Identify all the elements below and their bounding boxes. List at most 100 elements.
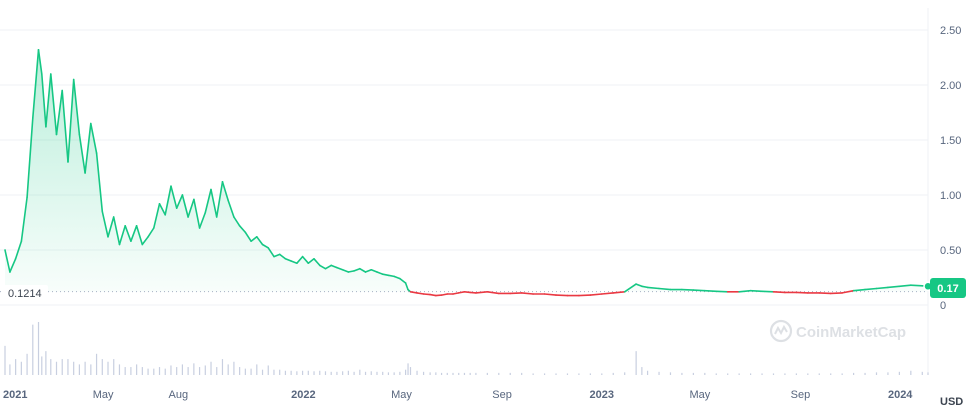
price-line-segment bbox=[623, 283, 637, 293]
volume-bar bbox=[692, 372, 694, 375]
volume-bar bbox=[233, 361, 235, 375]
volume-bar bbox=[153, 368, 155, 375]
volume-bar bbox=[612, 372, 614, 375]
volume-bar bbox=[761, 373, 763, 375]
volume-bar bbox=[118, 364, 121, 375]
price-line-segment bbox=[227, 199, 235, 218]
volume-bar bbox=[359, 369, 361, 375]
volume-bar bbox=[532, 373, 534, 375]
volume-bar bbox=[216, 367, 218, 375]
volume-bar bbox=[141, 367, 143, 375]
volume-bar bbox=[727, 373, 729, 375]
price-line-segment bbox=[370, 268, 378, 273]
price-line-segment bbox=[909, 284, 924, 287]
volume-bar bbox=[113, 359, 115, 375]
volume-bar bbox=[41, 356, 43, 375]
watermark-text: CoinMarketCap bbox=[796, 324, 906, 341]
price-line-segment bbox=[101, 210, 109, 238]
volume-bar bbox=[187, 367, 189, 375]
volume-bar bbox=[210, 361, 212, 375]
volume-bar bbox=[635, 351, 637, 375]
y-tick-label: 2.00 bbox=[940, 80, 961, 92]
price-line-segment bbox=[589, 293, 603, 296]
volume-bar bbox=[296, 371, 298, 375]
volume-bar bbox=[61, 359, 63, 375]
volume-bar bbox=[181, 364, 184, 375]
volume-bar bbox=[898, 371, 900, 375]
x-tick-label: May bbox=[690, 389, 711, 401]
volume-bar bbox=[452, 372, 454, 375]
volume-bar bbox=[130, 367, 132, 375]
price-line-segment bbox=[795, 291, 809, 294]
volume-bar bbox=[370, 371, 372, 375]
volume-bar bbox=[921, 371, 923, 375]
price-line-segment bbox=[692, 289, 706, 292]
volume-bar bbox=[84, 361, 86, 375]
price-line-segment bbox=[55, 89, 64, 136]
price-line-segment bbox=[164, 185, 172, 216]
price-line-segment bbox=[124, 225, 132, 242]
price-line-segment bbox=[141, 236, 149, 246]
x-axis: 2021 May Aug 2022 May Sep 2023 May Sep 2024 bbox=[3, 389, 913, 401]
volume-bar bbox=[772, 373, 775, 375]
volume-bar bbox=[446, 372, 448, 375]
y-axis: 2.50 2.00 1.50 1.00 0.50 0 bbox=[940, 25, 961, 312]
price-line-segment bbox=[509, 292, 523, 295]
price-line-segment bbox=[31, 48, 40, 119]
x-tick-label: May bbox=[391, 389, 412, 401]
volume-bar bbox=[830, 373, 832, 375]
volume-bar bbox=[704, 372, 706, 375]
x-tick-label: 2024 bbox=[888, 389, 913, 401]
y-tick-label: 1.00 bbox=[940, 190, 961, 202]
price-line-segment bbox=[187, 198, 195, 218]
volume-bar bbox=[927, 372, 929, 375]
price-line-segment bbox=[95, 152, 104, 213]
volume-bar bbox=[486, 372, 488, 375]
volume-bar bbox=[641, 367, 643, 375]
volume-bar bbox=[256, 364, 258, 375]
volume-bar bbox=[399, 371, 401, 375]
price-line-segment bbox=[578, 294, 592, 297]
volume-bar bbox=[469, 372, 471, 375]
price-line[interactable] bbox=[4, 48, 933, 297]
volume-bar bbox=[221, 359, 224, 375]
volume-bar bbox=[887, 372, 889, 375]
volume-bar bbox=[67, 359, 69, 375]
price-line-segment bbox=[147, 227, 155, 238]
volume-bar bbox=[498, 372, 500, 375]
price-line-segment bbox=[49, 73, 58, 136]
price-line-segment bbox=[250, 236, 258, 242]
price-line-segment bbox=[457, 290, 466, 294]
volume-bar bbox=[20, 361, 22, 375]
volume-bar bbox=[239, 367, 241, 375]
x-tick-label: Aug bbox=[169, 389, 189, 401]
price-line-segment bbox=[255, 236, 264, 246]
volume-bar bbox=[409, 367, 412, 375]
price-line-segment bbox=[170, 185, 178, 209]
volume-bar bbox=[407, 363, 409, 375]
price-line-segment bbox=[20, 196, 28, 242]
price-line-segment bbox=[107, 216, 115, 238]
price-line-segment bbox=[641, 285, 649, 289]
volume-bar bbox=[158, 367, 161, 375]
x-tick-label: 2022 bbox=[291, 389, 315, 401]
price-line-segment bbox=[72, 78, 81, 136]
price-line-segment bbox=[78, 133, 86, 174]
volume-bar bbox=[279, 369, 281, 375]
volume-bar bbox=[749, 373, 752, 375]
y-tick-label: 1.50 bbox=[940, 135, 961, 147]
price-line-segment bbox=[463, 290, 472, 294]
price-line-segment bbox=[358, 267, 367, 273]
price-line-segment bbox=[658, 287, 672, 291]
volume-bar bbox=[475, 372, 477, 375]
volume-bar bbox=[910, 370, 912, 375]
volume-bar bbox=[273, 369, 275, 375]
price-line-segment bbox=[301, 255, 310, 265]
y-tick-label: 0 bbox=[940, 300, 946, 312]
volume-bar bbox=[90, 364, 92, 375]
volume-bar bbox=[136, 364, 138, 375]
price-line-segment bbox=[416, 292, 425, 295]
price-line-segment bbox=[45, 73, 52, 128]
